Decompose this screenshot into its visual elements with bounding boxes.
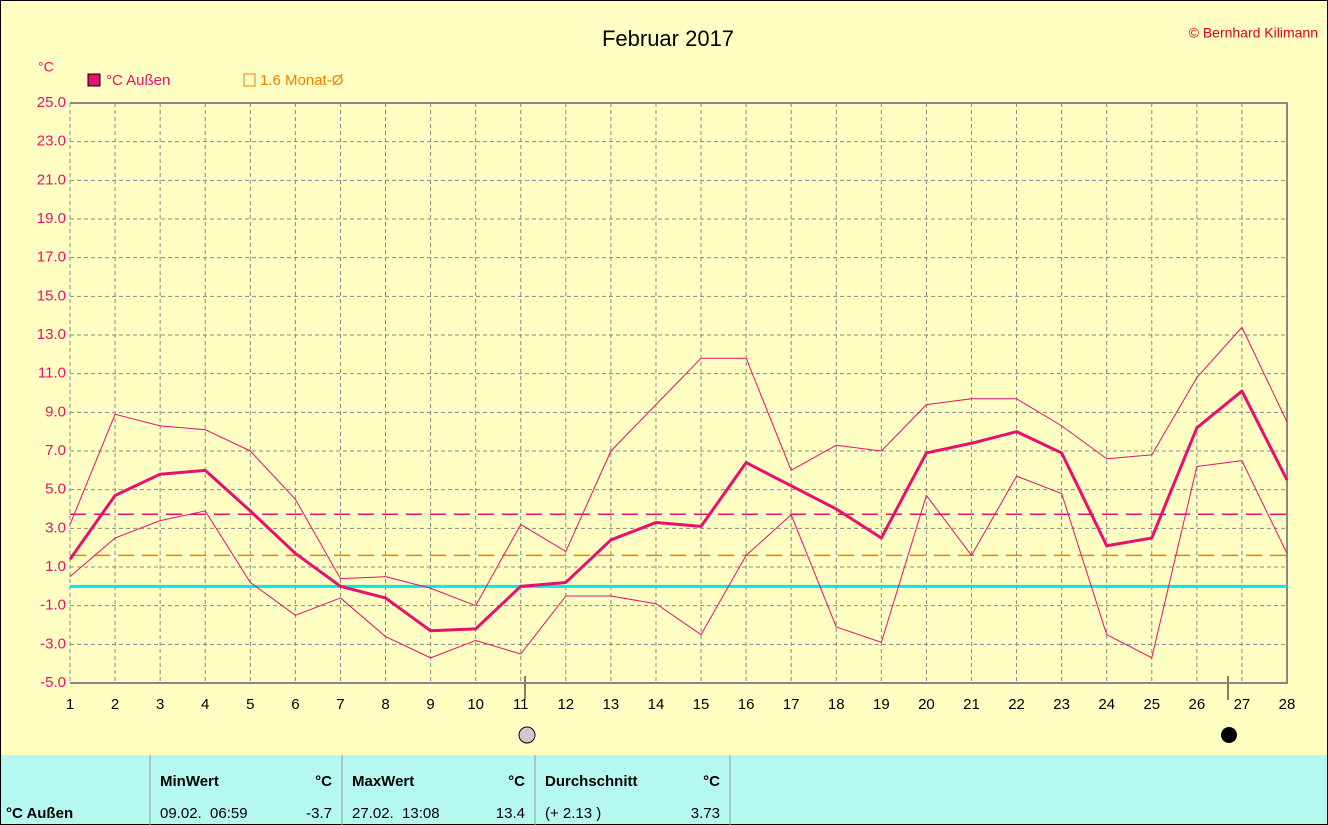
table-header-unit: °C: [703, 773, 720, 790]
y-tick-label: 1.0: [45, 558, 66, 575]
table-header-unit: °C: [508, 773, 525, 790]
y-tick-label: -5.0: [40, 674, 66, 691]
y-tick-label: 25.0: [37, 94, 66, 111]
x-tick-label: 10: [467, 696, 484, 713]
y-tick-label: 23.0: [37, 133, 66, 150]
table-cell: 27.02. 13:08: [352, 805, 440, 822]
table-cell: (+ 2.13 ): [545, 805, 601, 822]
x-tick-label: 17: [783, 696, 800, 713]
y-tick-label: 17.0: [37, 249, 66, 266]
y-tick-label: 19.0: [37, 210, 66, 227]
y-unit: °C: [38, 59, 54, 75]
x-tick-label: 22: [1008, 696, 1025, 713]
moon-icon: [1221, 727, 1237, 743]
y-tick-label: 21.0: [37, 171, 66, 188]
x-tick-label: 19: [873, 696, 890, 713]
x-tick-label: 1: [66, 696, 74, 713]
table-cell: -3.7: [306, 805, 332, 822]
chart-title: Februar 2017: [602, 26, 734, 51]
table-header: Durchschnitt: [545, 773, 638, 790]
x-tick-label: 14: [648, 696, 665, 713]
x-tick-label: 13: [603, 696, 620, 713]
y-tick-label: 13.0: [37, 326, 66, 343]
y-tick-label: 9.0: [45, 403, 66, 420]
x-tick-label: 23: [1053, 696, 1070, 713]
table-background: [0, 755, 1328, 825]
table-row-label: °C Außen: [6, 805, 73, 822]
x-tick-label: 20: [918, 696, 935, 713]
x-tick-label: 6: [291, 696, 299, 713]
table-cell: 3.73: [691, 805, 720, 822]
y-tick-label: 15.0: [37, 287, 66, 304]
table-header: MaxWert: [352, 773, 414, 790]
x-tick-label: 3: [156, 696, 164, 713]
x-tick-label: 9: [426, 696, 434, 713]
table-cell: 13.4: [496, 805, 525, 822]
table-cell: 09.02. 06:59: [160, 805, 248, 822]
moon-icon: [518, 726, 536, 744]
x-tick-label: 26: [1189, 696, 1206, 713]
y-tick-label: 11.0: [38, 365, 66, 382]
x-tick-label: 21: [963, 696, 980, 713]
x-tick-label: 12: [557, 696, 574, 713]
y-tick-label: -1.0: [40, 597, 66, 614]
legend-label: 1.6 Monat-Ø: [260, 72, 344, 89]
table-header-unit: °C: [315, 773, 332, 790]
legend-label: °C Außen: [106, 72, 170, 89]
legend-swatch: [87, 73, 101, 87]
x-tick-label: 24: [1098, 696, 1115, 713]
x-tick-label: 5: [246, 696, 254, 713]
x-tick-label: 15: [693, 696, 710, 713]
x-tick-label: 25: [1143, 696, 1160, 713]
x-tick-label: 8: [381, 696, 389, 713]
x-tick-label: 2: [111, 696, 119, 713]
series-line: [68, 389, 1289, 633]
series-line: [69, 460, 1288, 659]
table-header: MinWert: [160, 773, 219, 790]
x-tick-label: 16: [738, 696, 755, 713]
legend-swatch: [243, 73, 256, 87]
y-tick-label: 7.0: [45, 442, 66, 459]
x-tick-label: 4: [201, 696, 209, 713]
series-line: [69, 326, 1288, 607]
x-tick-label: 11: [513, 696, 529, 713]
plot-frame: [70, 102, 1288, 684]
y-tick-label: -3.0: [40, 635, 66, 652]
copyright: © Bernhard Kilimann: [1189, 25, 1318, 41]
x-tick-label: 7: [336, 696, 344, 713]
x-tick-label: 27: [1234, 696, 1251, 713]
y-tick-label: 3.0: [45, 519, 66, 536]
x-tick-label: 18: [828, 696, 845, 713]
x-tick-label: 28: [1279, 696, 1296, 713]
y-tick-label: 5.0: [45, 481, 66, 498]
